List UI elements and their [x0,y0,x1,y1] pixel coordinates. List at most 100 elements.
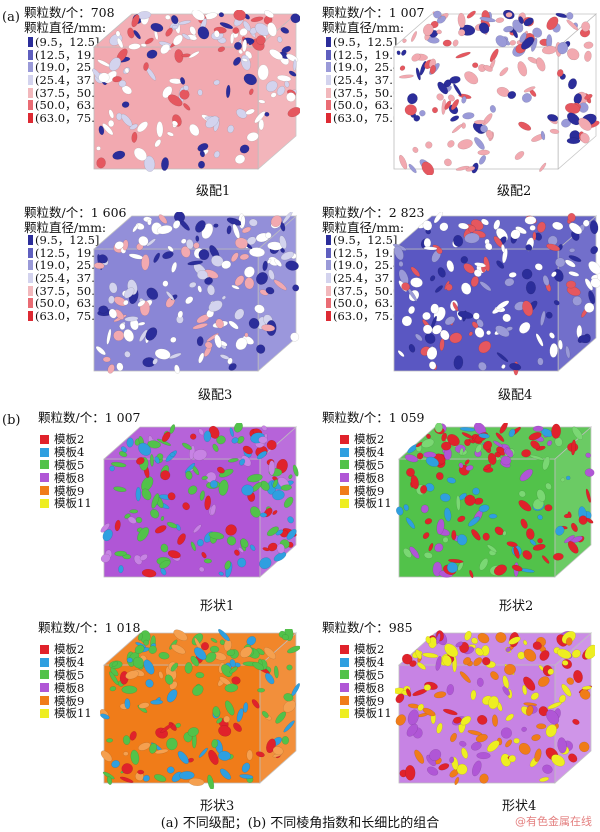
particle [413,115,421,122]
particle [133,30,141,40]
particle [529,225,536,231]
particle [237,557,247,568]
particle [398,154,408,170]
particle [486,330,491,336]
particle [588,290,596,305]
particle-count: 颗粒数/个：1 018 [38,617,141,636]
section-label-b: (b) [2,413,21,428]
legend-label: (63.0，75.0] [35,308,107,323]
particle [470,741,482,751]
particle [93,262,105,270]
particle [248,39,255,46]
particle [218,571,224,576]
particle [100,713,110,720]
particle [181,33,191,40]
particle [102,123,114,136]
particle [444,316,456,326]
particle [551,423,562,439]
particle [455,165,470,171]
particle [545,724,557,738]
particle [219,639,226,646]
particle [446,684,455,696]
particle [208,531,225,540]
particle [453,234,464,247]
particle [473,269,482,277]
particle [486,740,500,753]
particle [419,109,426,117]
particle [269,49,283,60]
particle [190,541,197,552]
particle [224,560,231,570]
particle [125,670,139,680]
shape-panel-3: 颗粒数/个：1 018 模板2 模板4 模板5 模板8 模板9 模板11 形状3 [0,615,300,814]
legend-item: (12.5，19.0] [326,48,405,62]
particle [243,702,249,713]
count-value: 1 007 [388,5,425,20]
particle [256,344,266,354]
particle [405,517,416,529]
legend-item: (25.4，37.5] [28,271,107,285]
particle [248,218,258,227]
particle [138,235,149,247]
particle [461,282,472,295]
particle [239,774,254,779]
legend-swatch [40,460,49,470]
particle [205,115,219,129]
particle [489,48,499,63]
particle [177,533,186,545]
particle [564,259,576,268]
particle [230,252,239,262]
particle [156,121,164,138]
legend-swatch [326,37,331,48]
particle [442,654,452,667]
particle [395,693,405,704]
particle [410,266,421,277]
particle [166,737,178,751]
particle [167,492,176,501]
shape-legend: 模板2 模板4 模板5 模板8 模板9 模板11 [40,432,92,510]
size-legend: (9.5，12.5] (12.5，19.0] (19.0，25.4] (25.4，37… [326,35,405,125]
particle [135,516,143,524]
particle [144,37,154,45]
particle [239,646,253,658]
particle [192,323,208,330]
particle [272,479,279,488]
particle [233,41,242,50]
particle [290,13,300,24]
particle [272,489,285,501]
particle [213,150,221,158]
particle [252,661,264,671]
particle [95,346,106,356]
legend-label: (37.5，50.0] [333,85,405,100]
particle [568,753,578,763]
legend-label: 模板8 [54,470,85,485]
particle [440,493,451,502]
particle [561,660,569,666]
legend-swatch [28,235,33,246]
particle [212,443,219,452]
particle [422,220,433,231]
particle [450,732,457,743]
particle [518,121,532,131]
particle [142,774,150,782]
particle [286,664,293,671]
legend-item: (19.0，25.4] [28,60,107,74]
particle [460,256,469,264]
legend-label: (25.4，37.5] [35,73,107,88]
particle [266,526,279,537]
particle [474,137,485,150]
particle [508,428,516,438]
particle [160,470,171,481]
particle [525,244,533,251]
legend-label: (63.0，75.0] [35,110,107,125]
count-prefix: 颗粒数/个： [24,5,91,20]
count-value: 985 [388,620,413,635]
particle [191,10,205,21]
shape-legend: 模板2 模板4 模板5 模板8 模板9 模板11 [340,642,392,720]
particle [464,494,476,506]
particle [231,437,239,444]
particle [463,263,475,274]
legend-label: (9.5，12.5] [35,35,100,50]
particle [98,72,110,83]
legend-label: (25.4，37.5] [333,271,405,286]
